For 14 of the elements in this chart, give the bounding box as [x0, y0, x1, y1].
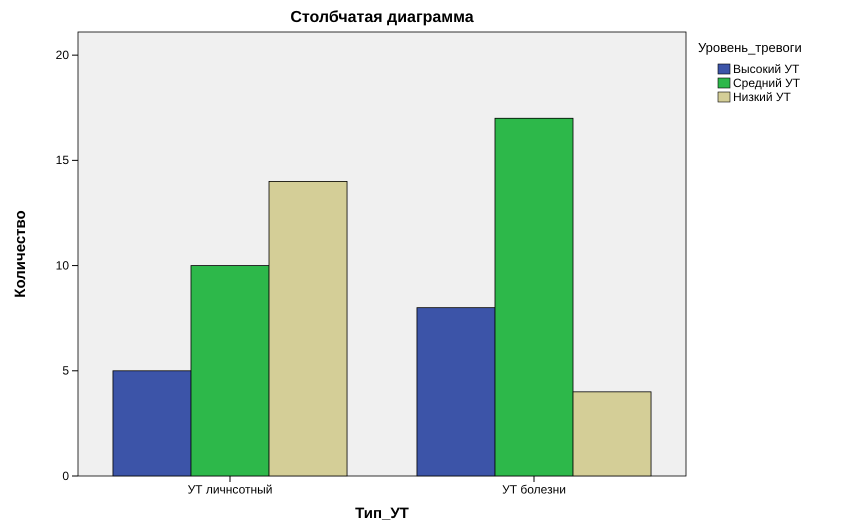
y-axis-title: Количество: [12, 210, 29, 298]
y-tick-label: 20: [56, 48, 70, 62]
legend-title: Уровень_тревоги: [698, 40, 802, 55]
legend-label: Низкий УТ: [733, 90, 792, 104]
legend-label: Высокий УТ: [733, 62, 800, 76]
legend-label: Средний УТ: [733, 76, 801, 90]
x-tick-label: УТ личнсотный: [188, 482, 272, 497]
y-tick-label: 15: [56, 153, 70, 168]
y-tick-label: 5: [62, 364, 70, 378]
y-tick-label: 0: [62, 468, 70, 483]
x-axis-title: Тип_УТ: [355, 505, 409, 522]
x-tick-label: УТ болезни: [502, 482, 566, 497]
chart-title: Столбчатая диаграмма: [290, 9, 474, 26]
y-tick-label: 10: [56, 258, 70, 272]
